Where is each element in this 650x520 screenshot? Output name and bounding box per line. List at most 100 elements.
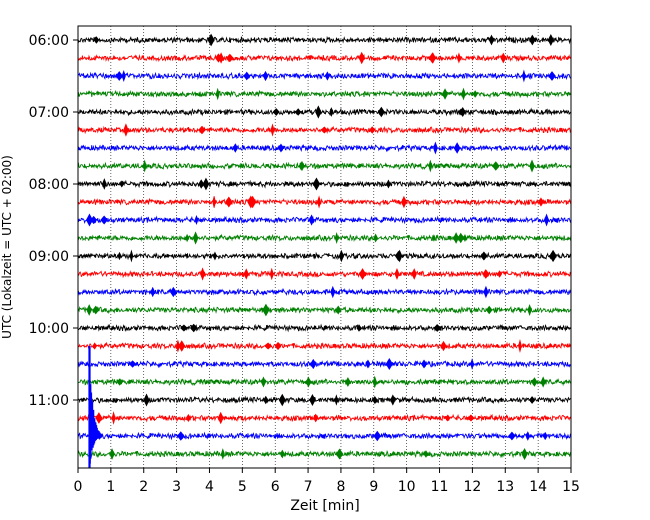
trace-spike [247,195,255,209]
trace-spike [549,249,557,263]
trace-spike [212,196,216,208]
trace-spike [518,339,522,353]
trace-spike [373,233,378,243]
seismic-trace [77,341,572,351]
trace-group [77,33,572,461]
x-tick-label: 11 [431,479,449,495]
x-tick-label: 7 [304,479,313,495]
y-tick-label: 09:00 [29,249,69,265]
seismic-trace [77,449,571,459]
trace-spike [372,396,378,404]
trace-spike [312,177,321,191]
trace-spike [90,215,98,225]
trace-spike [521,447,528,461]
trace-spike [358,268,367,280]
trace-spike [401,195,407,209]
seismic-trace [77,395,572,405]
trace-spike [531,377,538,387]
trace-spike [335,448,344,460]
trace-spike [525,431,531,441]
trace-spike [180,324,188,332]
trace-spike [365,359,371,369]
trace-spike [315,105,322,119]
trace-spike [431,234,436,242]
trace-spike [295,108,302,116]
trace-spike [260,376,267,388]
trace-spike [150,286,156,298]
trace-spike [428,159,433,173]
trace-spike [386,179,391,189]
trace-spike [500,52,507,64]
seismic-trace [77,413,572,423]
trace-spike [202,177,210,191]
seismic-trace [77,377,571,387]
trace-spike [497,270,503,278]
trace-spike [433,324,442,332]
trace-spike [269,267,274,281]
trace-spike [262,303,270,317]
trace-spike [278,393,286,407]
trace-spike [335,305,342,315]
trace-spike [224,196,233,208]
trace-spike [356,324,362,332]
trace-spike [169,286,177,298]
trace-spike [142,159,147,173]
x-tick-label: 12 [463,479,481,495]
trace-spike [117,251,122,261]
trace-spike [121,70,126,82]
x-tick-label: 5 [238,479,247,495]
trace-spike [345,377,351,387]
trace-spike [274,341,282,351]
trace-spike [338,249,344,263]
trace-spike [538,197,544,207]
trace-spike [86,304,92,316]
seismic-trace [77,251,572,261]
trace-spike [441,88,449,100]
seismic-trace [77,71,572,81]
x-tick-label: 4 [205,479,214,495]
earthquake-event [88,361,103,468]
y-tick-label: 07:00 [29,105,69,121]
trace-spike [185,233,189,243]
seismic-trace [77,35,572,45]
trace-spike [278,143,284,153]
trace-spike [95,412,103,424]
x-tick-label: 13 [496,479,514,495]
trace-spike [529,34,536,46]
trace-spike [305,376,312,388]
x-axis: 0 1 2 3 4 5 6 7 8 9 10 11 12 13 14 15 [74,468,580,495]
trace-spike [308,214,315,226]
trace-spike [411,268,417,280]
trace-spike [491,161,500,171]
trace-spike [198,125,206,135]
trace-spike [373,430,382,442]
x-tick-label: 6 [271,479,280,495]
trace-spike [453,142,461,154]
trace-spike [329,107,334,117]
seismic-trace [77,161,572,171]
seismic-trace [77,89,572,99]
trace-spike [111,411,116,425]
trace-spike [189,323,198,333]
trace-spike [385,357,393,371]
seismic-trace [77,233,572,243]
trace-spike [279,449,285,459]
trace-spike [200,267,206,281]
trace-spike [544,213,549,227]
x-axis-title: Zeit [min] [290,498,359,514]
trace-spike [116,378,123,386]
trace-spike [309,393,316,407]
trace-spike [522,69,526,83]
trace-spike [263,395,269,405]
x-tick-label: 15 [562,479,580,495]
trace-spike [542,431,548,441]
trace-spike [428,52,436,64]
trace-spike [232,143,239,153]
trace-spike [463,233,467,243]
trace-spike [482,269,490,279]
seismic-trace [77,287,572,297]
seismic-trace [77,179,572,189]
y-tick-label: 06:00 [29,33,69,49]
seismic-trace [77,431,572,441]
